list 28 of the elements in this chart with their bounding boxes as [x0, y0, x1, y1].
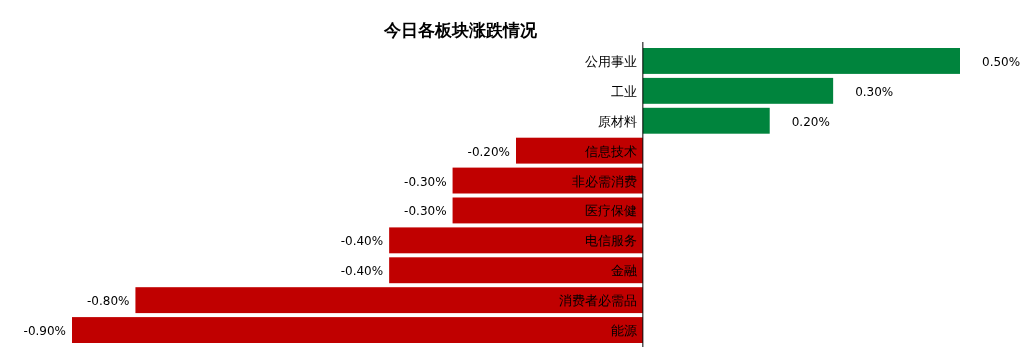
y-tick-label: 能源	[610, 323, 637, 339]
y-tick-label: 非必需消费	[571, 173, 637, 189]
data-label: -0.30%	[404, 174, 447, 189]
data-label: -0.30%	[404, 204, 447, 219]
y-tick-label: 消费者必需品	[558, 293, 637, 309]
data-label: -0.40%	[340, 234, 384, 249]
data-label: 0.50%	[982, 54, 1021, 69]
bar	[389, 257, 643, 284]
bar	[642, 107, 770, 134]
bar	[642, 48, 960, 74]
y-tick-label: 信息技术	[584, 143, 637, 159]
bar	[389, 227, 643, 254]
y-tick-label: 公用事业	[584, 53, 637, 69]
data-label: -0.80%	[86, 294, 130, 309]
y-tick-label: 医疗保健	[584, 203, 637, 219]
y-tick-label: 电信服务	[584, 233, 637, 249]
data-label: -0.40%	[340, 264, 384, 279]
y-tick-label: 原材料	[597, 113, 637, 129]
y-tick-label: 金融	[610, 263, 637, 279]
y-tick-label: 工业	[610, 83, 637, 99]
bar	[135, 287, 643, 314]
bar	[642, 77, 834, 104]
data-label: -0.90%	[23, 324, 66, 339]
chart-title: 今日各板块涨跌情况	[382, 20, 538, 40]
bar	[72, 317, 643, 343]
data-label: 0.20%	[791, 114, 830, 129]
data-label: -0.20%	[467, 144, 510, 159]
data-label: 0.30%	[855, 84, 894, 99]
